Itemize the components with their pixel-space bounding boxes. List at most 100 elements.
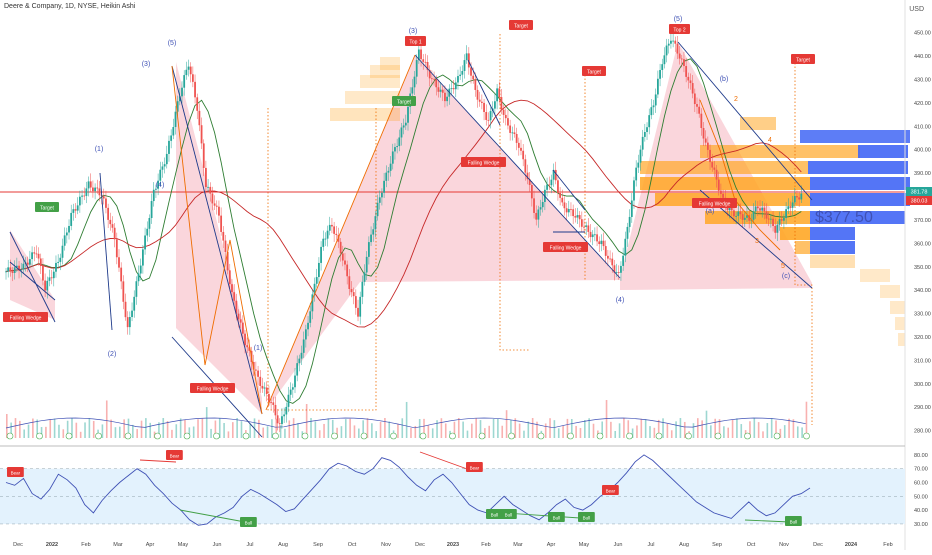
target-badge-0: Target (40, 206, 55, 212)
candle-body-92 (205, 167, 207, 188)
volume-bar-58 (132, 424, 134, 438)
candle-body-81 (181, 87, 183, 97)
candle-body-182 (400, 127, 403, 138)
volume-profile-bar-25 (895, 317, 905, 330)
volume-ma-line (5, 417, 806, 429)
candle-body-45 (102, 196, 105, 199)
rsi-flag-9: Bull (790, 520, 798, 525)
wave-label-7: (4) (616, 297, 625, 304)
candle-body-70 (157, 180, 160, 189)
event-marker-13 (390, 432, 397, 440)
candle-body-188 (413, 76, 416, 88)
candle-body-103 (228, 270, 231, 285)
candle-body-261 (572, 209, 575, 217)
rsi-y-tick-4: 70.00 (914, 467, 928, 473)
candle-body-133 (294, 375, 296, 388)
candle-body-105 (233, 292, 236, 301)
candle-body-196 (431, 78, 433, 80)
volume-bar-334 (731, 419, 734, 438)
candle-body-287 (628, 216, 631, 227)
candle-body-243 (533, 198, 535, 213)
volume-bar-168 (371, 423, 373, 438)
candle-body-345 (754, 206, 757, 212)
wave-label-6: (3) (409, 28, 418, 35)
volume-bar-12 (32, 418, 34, 438)
candle-body-198 (435, 79, 438, 88)
volume-bar-116 (258, 419, 260, 438)
candle-body-180 (396, 146, 399, 148)
volume-bar-236 (518, 423, 521, 438)
candle-body-216 (474, 79, 477, 90)
volume-bar-188 (414, 425, 417, 438)
candle-body-311 (680, 58, 683, 60)
volume-bar-256 (562, 425, 564, 438)
y-tick-13: 410.00 (914, 124, 931, 130)
candle-body-82 (183, 75, 186, 88)
candle-body-14 (35, 253, 38, 255)
volume-bar-250 (549, 418, 551, 438)
candle-body-305 (667, 43, 670, 46)
volume-bar-112 (249, 424, 251, 438)
falling-wedge-badge-4-bg (692, 198, 737, 208)
candle-body-154 (339, 241, 342, 254)
volume-bar-328 (718, 419, 721, 438)
volume-bar-160 (353, 425, 356, 438)
volume-bar-232 (510, 420, 512, 438)
falling-wedge-badge-2: Falling Wedge (468, 161, 500, 167)
volume-bar-72 (162, 418, 165, 438)
candle-body-218 (478, 99, 481, 102)
candle-body-155 (341, 253, 344, 261)
volume-bar-352 (770, 418, 773, 438)
volume-bar-118 (262, 427, 265, 438)
falling-wedge-badge-0-bg (3, 312, 48, 322)
candle-body-174 (383, 180, 385, 193)
candle-body-215 (472, 75, 475, 80)
candle-body-190 (417, 49, 420, 61)
candle-body-121 (268, 394, 270, 403)
candle-body-230 (504, 114, 507, 119)
candle-body-360 (787, 206, 790, 210)
candle-body-310 (678, 53, 681, 59)
candle-body-95 (211, 193, 214, 204)
candle-body-229 (502, 109, 505, 115)
candle-body-157 (346, 264, 349, 277)
volume-profile-bar-8 (858, 145, 908, 158)
volume-bar-358 (783, 425, 786, 438)
event-marker-22 (655, 432, 663, 440)
candle-body-110 (244, 333, 246, 346)
volume-bar-38 (88, 418, 91, 438)
candle-body-336 (735, 215, 738, 217)
candle-body-166 (365, 256, 368, 273)
candle-body-270 (591, 234, 594, 238)
candle-body-340 (743, 217, 746, 220)
event-marker-17 (508, 432, 515, 440)
volume-profile-bar-9 (640, 161, 808, 174)
volume-bar-326 (714, 418, 716, 438)
candle-body-211 (463, 60, 466, 71)
candle-body-11 (29, 259, 31, 265)
candle-body-176 (387, 170, 390, 173)
volume-bar-4 (14, 418, 17, 438)
candle-body-342 (748, 215, 751, 221)
candle-body-112 (248, 347, 251, 351)
candle-body-335 (733, 210, 735, 217)
volume-bar-96 (214, 420, 217, 438)
candle-body-344 (752, 211, 755, 220)
candle-body-148 (326, 230, 329, 239)
volume-bar-172 (379, 421, 382, 438)
candle-body-126 (278, 423, 281, 425)
candle-body-321 (702, 128, 705, 139)
volume-bar-234 (514, 418, 517, 438)
candle-body-36 (83, 195, 86, 197)
candle-body-309 (676, 43, 679, 54)
volume-profile-bar-0 (380, 57, 400, 70)
wave-label-9: (b) (720, 76, 729, 83)
candle-body-57 (128, 317, 131, 328)
y-tick-8: 360.00 (914, 241, 931, 247)
candle-body-272 (596, 234, 598, 242)
volume-bar-126 (279, 425, 282, 438)
y-tick-1: 290.00 (914, 405, 931, 411)
candle-body-333 (728, 207, 731, 211)
candle-body-330 (722, 193, 724, 198)
